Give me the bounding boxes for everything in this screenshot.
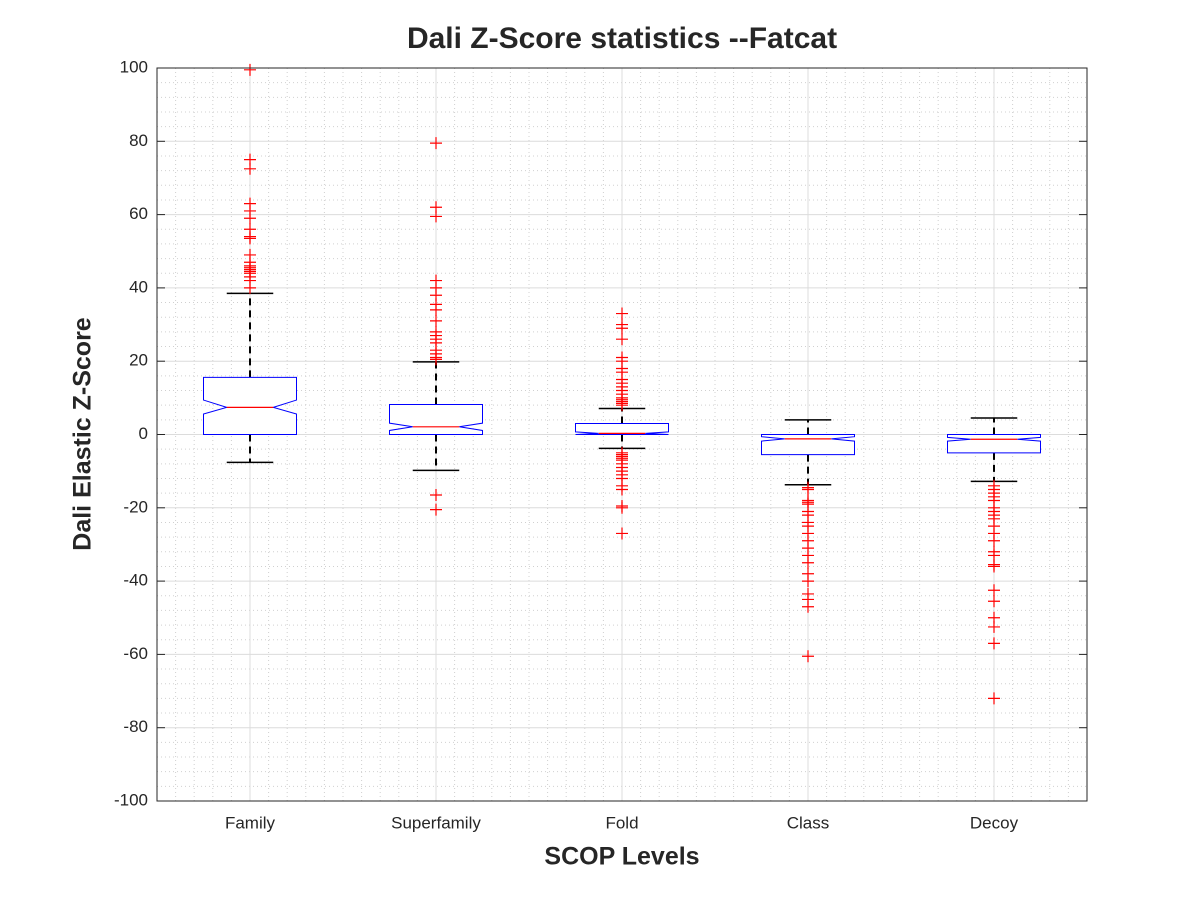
box bbox=[947, 434, 1041, 454]
outlier bbox=[988, 595, 1000, 608]
outlier bbox=[802, 575, 814, 588]
box bbox=[203, 376, 297, 435]
x-tick-label: Family bbox=[225, 813, 276, 832]
box bbox=[761, 434, 855, 456]
outlier bbox=[988, 584, 1000, 597]
y-tick-label: -40 bbox=[123, 571, 148, 590]
outlier bbox=[616, 483, 628, 496]
outlier bbox=[430, 314, 442, 327]
outlier bbox=[988, 534, 1000, 547]
x-tick-label: Class bbox=[787, 813, 830, 832]
outlier bbox=[802, 650, 814, 663]
outlier bbox=[988, 560, 1000, 573]
x-tick-label: Fold bbox=[605, 813, 638, 832]
y-tick-label: 0 bbox=[139, 424, 148, 443]
outlier bbox=[616, 399, 628, 412]
outlier bbox=[616, 333, 628, 346]
y-tick-label: 20 bbox=[129, 351, 148, 370]
y-axis-label: Dali Elastic Z-Score bbox=[69, 317, 97, 551]
box bbox=[575, 423, 669, 435]
outlier bbox=[430, 488, 442, 501]
outlier bbox=[616, 527, 628, 540]
outlier bbox=[430, 353, 442, 366]
outlier bbox=[802, 600, 814, 613]
x-axis-label: SCOP Levels bbox=[544, 843, 699, 871]
outlier bbox=[616, 501, 628, 514]
axes-frame bbox=[156, 67, 1088, 802]
outlier bbox=[802, 556, 814, 569]
y-tick-label: 80 bbox=[129, 131, 148, 150]
y-tick-label: 60 bbox=[129, 204, 148, 223]
outlier bbox=[244, 162, 256, 175]
y-tick-label: -80 bbox=[123, 717, 148, 736]
chart-title: Dali Z-Score statistics --Fatcat bbox=[407, 22, 837, 55]
y-tick-label: 40 bbox=[129, 277, 148, 296]
outlier bbox=[244, 212, 256, 225]
x-tick-label: Superfamily bbox=[391, 813, 481, 832]
y-tick-label: 100 bbox=[120, 57, 148, 76]
outlier bbox=[244, 232, 256, 245]
outlier bbox=[244, 281, 256, 294]
outlier bbox=[616, 307, 628, 320]
box bbox=[389, 403, 483, 435]
outlier bbox=[244, 63, 256, 76]
outlier bbox=[430, 210, 442, 223]
outlier bbox=[430, 503, 442, 516]
outlier bbox=[988, 637, 1000, 650]
outlier bbox=[430, 137, 442, 150]
y-tick-label: -100 bbox=[114, 790, 148, 809]
y-tick-label: -20 bbox=[123, 497, 148, 516]
outlier bbox=[988, 620, 1000, 633]
y-tick-label: -60 bbox=[123, 644, 148, 663]
outlier bbox=[988, 692, 1000, 705]
outlier bbox=[802, 483, 814, 496]
x-tick-label: Decoy bbox=[970, 813, 1019, 832]
outlier bbox=[430, 303, 442, 316]
marks bbox=[203, 63, 1041, 705]
outlier bbox=[616, 322, 628, 335]
